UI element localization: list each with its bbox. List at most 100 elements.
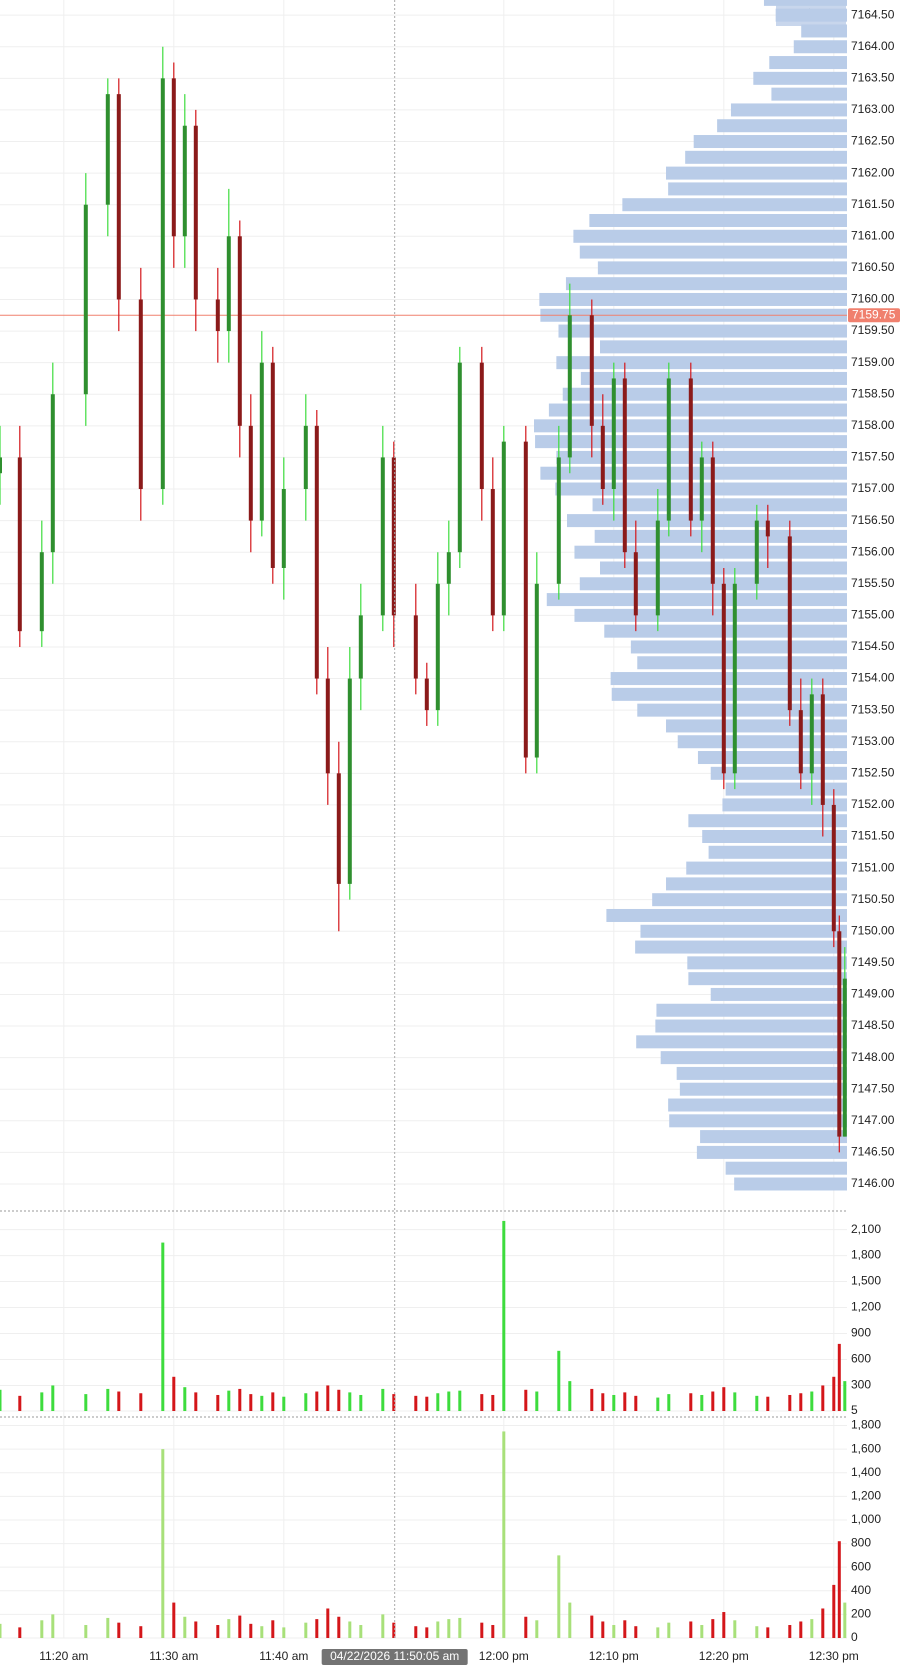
candle-body [787, 536, 792, 711]
profile-bar [606, 908, 847, 922]
volume-bar [667, 1394, 671, 1411]
candle-body [17, 457, 22, 632]
candle-body [325, 678, 330, 774]
x-tick-label: 11:30 am [149, 1649, 198, 1663]
y-tick-label: 600 [851, 1559, 871, 1573]
volume-bar [480, 1394, 484, 1411]
volume-bar [821, 1608, 825, 1638]
y-tick-label: 7154.50 [851, 639, 895, 653]
volume-bar [788, 1625, 792, 1638]
volume-bar [799, 1621, 803, 1638]
candle-body [50, 394, 55, 553]
volume-bar [227, 1390, 231, 1411]
y-tick-label: 1,800 [851, 1248, 881, 1262]
candle-body [303, 425, 308, 490]
profile-bar [801, 24, 847, 38]
volume-bar [348, 1621, 352, 1638]
volume-bar [0, 1623, 2, 1638]
y-tick-label: 7162.00 [851, 165, 895, 179]
volume-bar [502, 1220, 506, 1411]
volume-bar [524, 1389, 528, 1411]
profile-bar [666, 166, 847, 180]
candle-body [446, 552, 451, 584]
volume-bar [194, 1621, 198, 1638]
profile-bar [725, 1161, 847, 1175]
volume-bar [755, 1626, 759, 1638]
volume-bar [326, 1608, 330, 1638]
profile-bar [630, 640, 847, 654]
candle-body [490, 489, 495, 616]
candle-body [567, 315, 572, 458]
volume-bar [436, 1621, 440, 1638]
volume-bar [491, 1625, 495, 1638]
candle-body [248, 425, 253, 521]
volume-bar [843, 1602, 847, 1638]
volume-bar [271, 1392, 275, 1411]
candle-body [754, 520, 759, 584]
volume-bar [700, 1394, 704, 1411]
volume-bar [392, 1622, 396, 1638]
y-tick-label: 0 [851, 1630, 858, 1644]
profile-bar [637, 656, 847, 670]
profile-bar [734, 1177, 847, 1191]
profile-bar [573, 229, 847, 243]
y-tick-label: 7153.50 [851, 702, 895, 716]
volume-bar [612, 1625, 616, 1638]
y-tick-label: 7147.50 [851, 1081, 895, 1095]
volume-bar [788, 1394, 792, 1411]
profile-bar [666, 877, 847, 891]
volume-bar [51, 1614, 55, 1638]
volume-bar [238, 1388, 242, 1411]
profile-bar [574, 545, 847, 559]
volume-bar [634, 1626, 638, 1638]
candle-body [534, 583, 539, 758]
y-tick-label: 800 [851, 1536, 871, 1550]
crosshair-label: 04/22/2026 11:50:05 am [330, 1649, 459, 1663]
profile-bar [677, 735, 847, 749]
candle-body [600, 425, 605, 490]
volume-bar [18, 1395, 22, 1411]
volume-bar [634, 1395, 638, 1411]
volume-bar [161, 1242, 165, 1411]
volume-bar [51, 1385, 55, 1411]
volume-bar [359, 1394, 363, 1411]
profile-bar [710, 987, 847, 1001]
volume-bar [392, 1394, 396, 1411]
candle-body [237, 236, 242, 426]
candle-body [116, 94, 121, 300]
volume-bar [612, 1394, 616, 1411]
profile-bar [679, 1082, 847, 1096]
profile-bar [722, 798, 847, 812]
candle-body [721, 583, 726, 774]
volume-bar [18, 1627, 22, 1638]
profile-bar [685, 150, 847, 164]
profile-bar [702, 830, 847, 844]
volume-bar [282, 1627, 286, 1638]
candle-body [611, 378, 616, 490]
volume-bar [106, 1617, 110, 1638]
profile-bar [763, 0, 847, 6]
y-tick-label: 7157.00 [851, 481, 895, 495]
volume-bar [601, 1621, 605, 1638]
y-tick-label: 7155.50 [851, 576, 895, 590]
volume-bar [755, 1395, 759, 1411]
candle-body [171, 78, 176, 237]
candle-body [39, 552, 44, 632]
candle-body [666, 378, 671, 521]
candle-body [358, 615, 363, 679]
volume-bar [810, 1619, 814, 1638]
volume-bar [837, 1343, 841, 1411]
volume-bar [40, 1392, 44, 1411]
y-tick-label: 7161.00 [851, 228, 895, 242]
profile-bar [565, 277, 847, 291]
candle-body [281, 489, 286, 568]
volume-bar [535, 1391, 539, 1411]
volume-bar [535, 1620, 539, 1638]
volume-bar [480, 1622, 484, 1638]
volume-bar [315, 1619, 319, 1638]
volume-bar [139, 1393, 143, 1411]
volume-bar [843, 1381, 847, 1411]
candle-body [842, 978, 847, 1137]
y-tick-label: 1,600 [851, 1441, 881, 1455]
